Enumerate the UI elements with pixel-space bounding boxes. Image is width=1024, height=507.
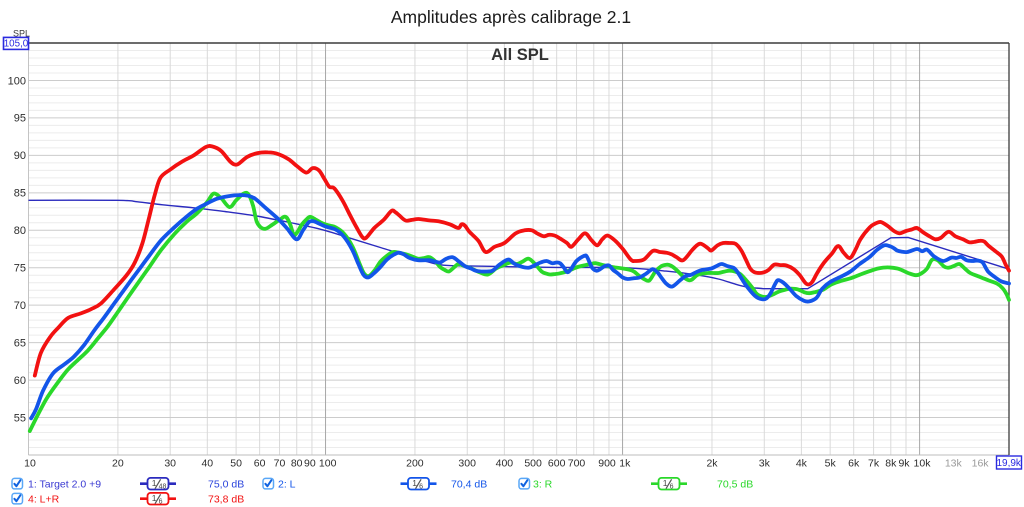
- svg-text:5k: 5k: [825, 458, 837, 470]
- svg-text:2: L: 2: L: [278, 479, 296, 491]
- svg-text:300: 300: [458, 458, 476, 470]
- svg-text:19,9k: 19,9k: [996, 458, 1021, 469]
- svg-text:20: 20: [112, 458, 124, 470]
- svg-text:30: 30: [164, 458, 176, 470]
- svg-text:55: 55: [14, 412, 26, 424]
- svg-text:6k: 6k: [848, 458, 860, 470]
- svg-text:7k: 7k: [868, 458, 880, 470]
- svg-text:Amplitudes après calibrage 2.1: Amplitudes après calibrage 2.1: [391, 7, 631, 27]
- svg-text:3: R: 3: R: [533, 479, 553, 491]
- svg-text:60: 60: [254, 458, 266, 470]
- svg-text:105,0: 105,0: [4, 39, 29, 50]
- svg-text:8k: 8k: [885, 458, 897, 470]
- svg-text:90: 90: [14, 150, 26, 162]
- svg-text:3k: 3k: [759, 458, 771, 470]
- svg-text:40: 40: [201, 458, 213, 470]
- svg-text:100: 100: [8, 75, 26, 87]
- svg-text:500: 500: [524, 458, 542, 470]
- svg-text:9k: 9k: [898, 458, 910, 470]
- svg-text:65: 65: [14, 337, 26, 349]
- svg-text:70,5 dB: 70,5 dB: [717, 479, 753, 491]
- svg-text:60: 60: [14, 375, 26, 387]
- svg-text:1: 1: [152, 493, 157, 503]
- svg-text:70,4 dB: 70,4 dB: [451, 479, 487, 491]
- svg-text:100: 100: [319, 458, 337, 470]
- svg-text:6: 6: [159, 499, 163, 506]
- svg-text:80: 80: [291, 458, 303, 470]
- svg-text:1: 1: [663, 478, 668, 488]
- svg-text:All SPL: All SPL: [491, 46, 549, 64]
- svg-text:200: 200: [406, 458, 424, 470]
- svg-text:50: 50: [230, 458, 242, 470]
- svg-text:73,8 dB: 73,8 dB: [208, 494, 244, 506]
- svg-text:1k: 1k: [619, 458, 631, 470]
- svg-text:48: 48: [159, 484, 167, 491]
- svg-text:10k: 10k: [914, 458, 932, 470]
- svg-text:75: 75: [14, 263, 26, 275]
- svg-text:4: L+R: 4: L+R: [28, 494, 60, 506]
- svg-text:1: Target 2.0 +9: 1: Target 2.0 +9: [28, 479, 101, 491]
- svg-text:70: 70: [14, 300, 26, 312]
- svg-text:13k: 13k: [945, 458, 963, 470]
- svg-text:SPL: SPL: [13, 29, 30, 39]
- svg-text:6: 6: [670, 484, 674, 491]
- svg-text:80: 80: [14, 225, 26, 237]
- svg-text:700: 700: [568, 458, 586, 470]
- svg-text:6: 6: [419, 484, 423, 491]
- svg-text:70: 70: [274, 458, 286, 470]
- svg-text:900: 900: [598, 458, 616, 470]
- svg-text:95: 95: [14, 113, 26, 125]
- svg-text:600: 600: [548, 458, 566, 470]
- svg-text:85: 85: [14, 188, 26, 200]
- svg-text:2k: 2k: [706, 458, 718, 470]
- svg-text:10: 10: [24, 458, 36, 470]
- svg-text:75,0 dB: 75,0 dB: [208, 479, 244, 491]
- svg-text:1: 1: [152, 478, 157, 488]
- svg-text:400: 400: [496, 458, 514, 470]
- svg-text:16k: 16k: [972, 458, 990, 470]
- svg-text:90: 90: [304, 458, 316, 470]
- svg-text:4k: 4k: [796, 458, 808, 470]
- svg-text:1: 1: [412, 478, 417, 488]
